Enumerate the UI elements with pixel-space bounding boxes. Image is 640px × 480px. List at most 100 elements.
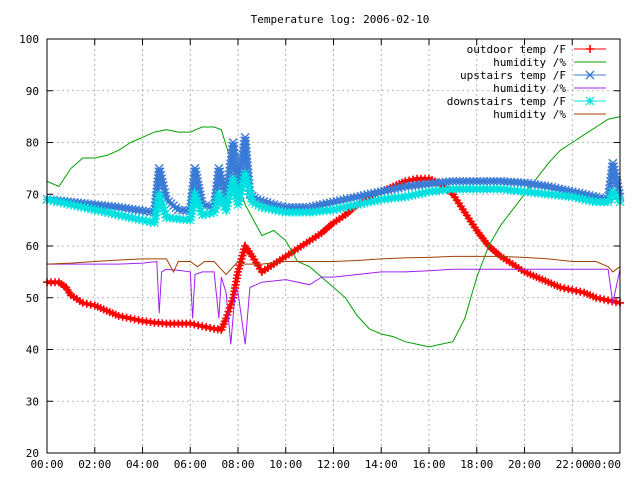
data-point [386, 184, 396, 194]
data-point [458, 176, 468, 186]
data-point [578, 194, 587, 204]
data-point [225, 188, 235, 197]
data-point [499, 177, 509, 187]
data-point [159, 206, 169, 216]
data-point [157, 199, 167, 209]
data-point [154, 189, 164, 199]
data-point [567, 192, 577, 202]
data-point [339, 203, 349, 212]
data-point [245, 186, 255, 196]
data-point [502, 177, 512, 187]
series-line [47, 260, 621, 345]
data-point [173, 205, 183, 215]
data-point [247, 194, 256, 203]
data-point [234, 196, 244, 206]
data-point [417, 188, 427, 198]
series-line [46, 116, 621, 348]
data-point [356, 199, 366, 209]
data-point [332, 204, 342, 214]
data-point [209, 207, 219, 217]
data-point [592, 293, 601, 302]
data-point [142, 216, 151, 226]
x-tick-label: 22:00 [556, 458, 589, 471]
data-point [229, 148, 239, 158]
data-point [194, 200, 204, 210]
data-point [201, 209, 211, 219]
legend-label: humidity /% [493, 56, 566, 69]
data-point [571, 193, 581, 203]
data-point [373, 187, 383, 197]
y-tick-label: 40 [26, 344, 39, 357]
data-point [110, 209, 120, 219]
data-point [241, 139, 251, 149]
data-point [223, 198, 233, 208]
data-point [218, 199, 228, 208]
data-point [315, 200, 325, 210]
data-point [45, 195, 55, 205]
data-point [574, 193, 584, 203]
data-point [124, 212, 134, 222]
data-point [240, 132, 250, 142]
data-point [246, 190, 255, 200]
data-point [240, 136, 250, 146]
data-point [247, 197, 257, 207]
data-point [564, 285, 573, 294]
data-point [393, 183, 403, 193]
data-point [482, 176, 492, 186]
data-point [122, 313, 131, 322]
x-tick-label: 12:00 [317, 458, 350, 471]
data-point [222, 201, 232, 211]
legend-label: humidity /% [493, 108, 566, 121]
data-point [509, 177, 519, 187]
data-point [156, 170, 166, 180]
data-point [251, 199, 260, 209]
data-point [257, 202, 267, 212]
data-point [605, 194, 615, 203]
data-point [254, 201, 264, 210]
data-point [121, 212, 130, 221]
legend-marker [585, 70, 595, 80]
data-point [131, 214, 141, 224]
data-point [462, 176, 472, 186]
data-point [134, 205, 144, 215]
x-tick-label: 06:00 [174, 458, 207, 471]
data-point [414, 189, 424, 199]
data-point [73, 201, 83, 211]
data-point [63, 199, 72, 209]
data-point [118, 312, 127, 321]
data-point [489, 176, 499, 186]
data-point [346, 201, 355, 211]
series-line [46, 255, 621, 276]
data-point [264, 204, 274, 214]
grid-lines [47, 39, 620, 453]
series-1 [46, 116, 621, 348]
data-point [605, 180, 615, 190]
data-point [540, 181, 550, 191]
data-point [146, 217, 155, 227]
data-point [235, 193, 245, 203]
data-point [496, 176, 506, 186]
data-point [126, 314, 135, 323]
y-tick-label: 50 [26, 292, 39, 305]
data-point [352, 200, 362, 210]
data-point [224, 195, 233, 204]
data-point [267, 204, 277, 214]
data-point [206, 323, 215, 332]
data-point [202, 323, 211, 332]
data-point [242, 150, 252, 160]
data-point [556, 283, 565, 292]
data-point [80, 203, 89, 212]
data-point [214, 189, 224, 199]
data-point [370, 196, 379, 206]
data-point [576, 287, 585, 296]
data-point [138, 215, 147, 225]
data-point [610, 168, 620, 178]
data-point [217, 196, 227, 205]
series-0 [43, 174, 624, 334]
data-point [93, 206, 103, 215]
data-point [86, 204, 96, 214]
data-point [190, 189, 200, 199]
data-point [134, 214, 144, 224]
